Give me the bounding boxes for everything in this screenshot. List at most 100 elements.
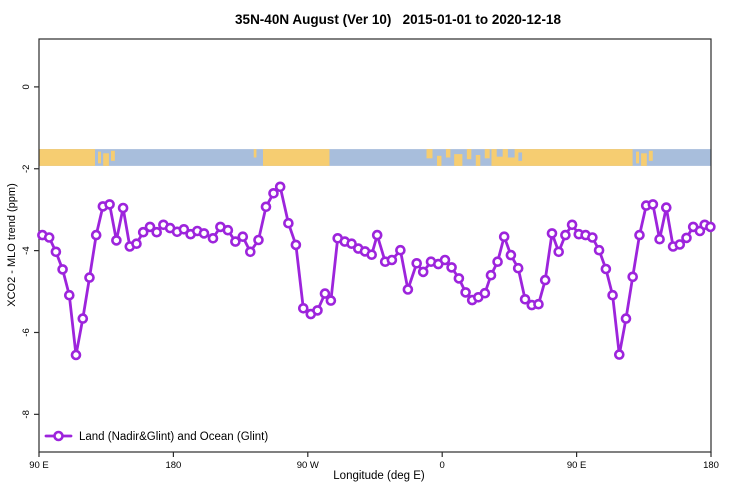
data-point-marker xyxy=(366,249,378,260)
data-point-marker xyxy=(64,289,75,301)
data-point-marker xyxy=(198,228,210,239)
land-segment xyxy=(475,154,481,166)
data-point-marker xyxy=(283,217,294,229)
data-point-marker xyxy=(77,313,89,324)
data-point-marker xyxy=(371,229,383,241)
data-point-marker xyxy=(681,232,692,244)
data-point-marker xyxy=(600,263,612,275)
data-point-marker xyxy=(346,238,357,249)
data-point-marker xyxy=(460,287,471,298)
data-point-marker xyxy=(560,229,571,241)
y-tick-label: -4 xyxy=(21,246,32,254)
data-point-marker xyxy=(660,202,672,213)
data-point-marker xyxy=(705,221,716,233)
data-point-marker xyxy=(519,293,531,305)
data-point-marker xyxy=(260,201,272,213)
y-tick-label: 0 xyxy=(21,84,32,89)
land-segment xyxy=(636,151,640,164)
land-segment xyxy=(454,154,463,166)
land-segment xyxy=(641,153,647,166)
x-tick-label: 90 W xyxy=(297,460,319,471)
latitude-map-band xyxy=(39,149,711,166)
data-point-marker xyxy=(43,232,55,243)
data-point-marker xyxy=(151,226,162,238)
ocean-patch xyxy=(518,152,523,161)
data-point-marker xyxy=(674,239,686,250)
data-point-marker xyxy=(647,199,659,210)
ocean-patch xyxy=(496,149,503,157)
land-segment xyxy=(445,149,451,158)
data-point-marker xyxy=(411,257,423,269)
x-tick-label: 180 xyxy=(165,460,181,471)
ocean-patch xyxy=(507,149,515,158)
data-point-marker xyxy=(593,244,605,256)
land-segment xyxy=(491,149,633,166)
data-series xyxy=(37,181,716,361)
data-point-marker xyxy=(439,254,451,266)
data-point-marker xyxy=(274,181,286,193)
data-point-marker xyxy=(70,349,82,361)
data-point-marker xyxy=(178,224,190,235)
data-point-marker xyxy=(417,266,429,278)
data-point-marker xyxy=(319,288,331,299)
data-point-marker xyxy=(268,188,279,199)
data-point-marker xyxy=(533,298,544,310)
legend-label: Land (Nadir&Glint) and Ocean (Glint) xyxy=(79,431,268,443)
data-point-marker xyxy=(111,235,122,246)
data-point-marker xyxy=(446,262,457,273)
data-point-marker xyxy=(57,264,68,275)
data-point-marker xyxy=(505,249,517,261)
data-point-marker xyxy=(479,287,491,299)
axes: 90 E 180 90 W 0 90 E 180 0 -2 -4 -6 -8 xyxy=(21,38,719,471)
data-point-marker xyxy=(84,272,95,283)
chart-title: 35N-40N August (Ver 10) 2015-01-01 to 20… xyxy=(235,12,561,27)
data-point-marker xyxy=(245,246,256,258)
data-point-marker xyxy=(312,305,323,316)
land-segment xyxy=(466,149,472,160)
land-segment xyxy=(97,151,101,164)
data-point-marker xyxy=(131,238,142,249)
data-point-marker xyxy=(50,246,62,258)
data-point-marker xyxy=(402,284,414,295)
data-point-marker xyxy=(607,289,618,301)
data-point-marker xyxy=(290,239,302,251)
data-point-marker xyxy=(634,229,645,241)
land-segment xyxy=(253,149,257,158)
data-point-marker xyxy=(230,236,241,247)
data-point-marker xyxy=(539,274,551,286)
x-tick-label: 90 E xyxy=(567,460,587,471)
data-point-marker xyxy=(485,269,497,281)
data-point-marker xyxy=(654,233,665,245)
data-point-marker xyxy=(386,254,398,266)
data-point-marker xyxy=(587,232,598,243)
x-axis-label: Longitude (deg E) xyxy=(333,470,425,482)
land-segment xyxy=(39,149,95,166)
y-axis-label: XCO2 - MLO trend (ppm) xyxy=(6,183,18,306)
land-segment xyxy=(426,149,433,159)
data-point-marker xyxy=(492,256,503,268)
data-point-marker xyxy=(395,244,406,256)
data-point-marker xyxy=(104,199,115,210)
x-tick-label: 180 xyxy=(703,460,719,471)
x-tick-label: 90 E xyxy=(29,460,49,471)
data-point-marker xyxy=(222,224,234,236)
y-tick-label: -8 xyxy=(21,410,32,418)
land-segment xyxy=(103,153,109,166)
data-point-marker xyxy=(627,271,639,283)
data-point-marker xyxy=(237,231,249,242)
land-segment xyxy=(648,150,653,161)
land-segment xyxy=(263,149,330,166)
data-point-marker xyxy=(297,302,309,314)
data-point-marker xyxy=(117,202,129,214)
data-point-marker xyxy=(546,228,558,239)
data-point-marker xyxy=(553,246,565,258)
plot-frame xyxy=(38,38,712,453)
y-tick-label: -6 xyxy=(21,328,32,336)
data-point-marker xyxy=(512,262,524,274)
data-point-marker xyxy=(453,273,465,284)
data-point-marker xyxy=(613,349,625,360)
data-point-marker xyxy=(620,313,632,324)
data-point-marker xyxy=(207,233,219,244)
